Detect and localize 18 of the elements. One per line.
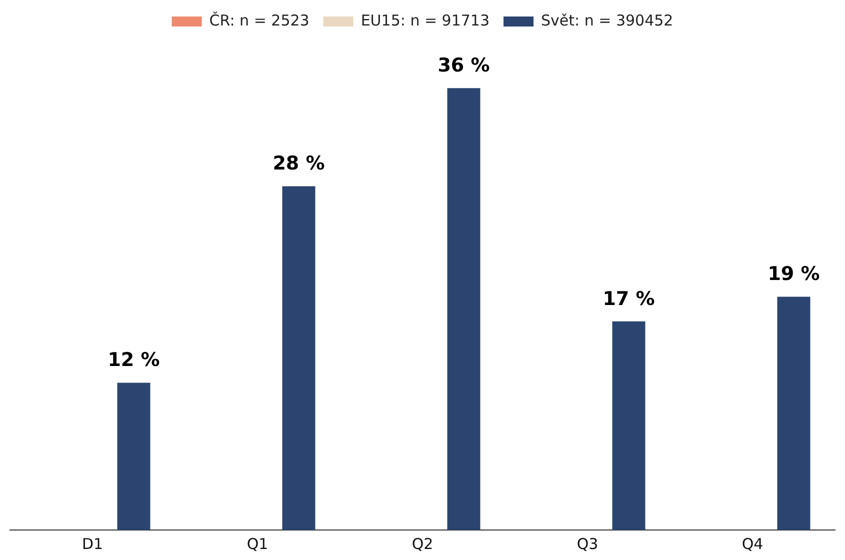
bar [117,382,150,530]
legend-label: ČR: n = 2523 [209,11,310,30]
data-label: 28 % [272,152,325,175]
x-tick-label: D1 [82,534,104,553]
data-label: 19 % [768,263,820,286]
data-label: 17 % [602,288,655,310]
x-tick-label: Q2 [412,534,434,553]
bar [282,186,316,530]
legend-label: Svět: n = 390452 [541,11,674,30]
legend-label: EU15: n = 91713 [360,11,490,30]
bar [447,88,480,530]
data-label: 12 % [108,349,160,372]
x-tick-label: Q4 [742,534,764,553]
bar [777,296,810,530]
bar [612,321,646,530]
x-tick-label: Q3 [576,534,598,553]
x-tick-label: Q1 [246,534,268,553]
data-label: 36 % [438,54,490,77]
